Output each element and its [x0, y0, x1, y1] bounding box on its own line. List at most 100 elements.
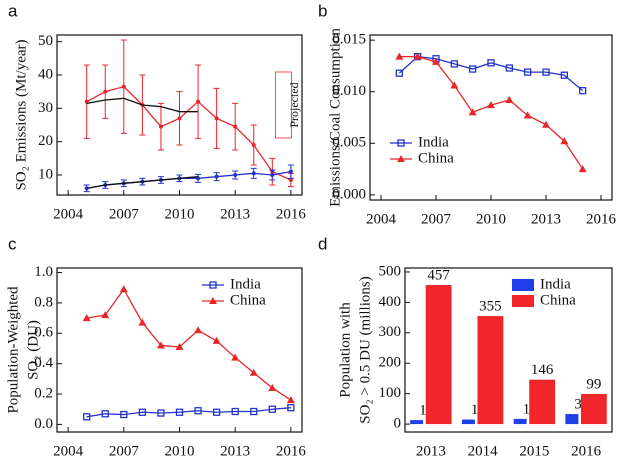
data-point	[251, 143, 256, 147]
y-axis-label: Emissions/Coal Consumption	[327, 28, 343, 207]
data-point	[286, 396, 295, 404]
y-tick-label: 0.2	[34, 385, 53, 401]
series-line	[398, 55, 584, 92]
x-tick-label: 2004	[53, 443, 84, 459]
x-tick-label: 2014	[468, 443, 499, 459]
bar	[565, 414, 579, 425]
data-point	[560, 71, 568, 79]
legend-swatch	[512, 295, 534, 307]
data-point	[119, 285, 128, 293]
plot-frame	[404, 267, 613, 433]
x-tick-label: 2013	[416, 443, 446, 459]
y-axis-label: SO₂ > 0.5 DU (millions)	[357, 276, 373, 423]
y-tick-label: 1.0	[34, 264, 53, 280]
x-tick-label: 2010	[476, 211, 506, 227]
data-point	[578, 165, 587, 173]
data-point	[156, 341, 165, 349]
data-point	[249, 368, 258, 376]
bar	[513, 418, 527, 425]
y-axis-label: Population-Weighted	[5, 286, 21, 414]
panel-label: b	[318, 1, 327, 20]
data-point	[158, 124, 163, 129]
data-point	[288, 169, 293, 174]
x-tick-label: 2016	[276, 443, 307, 459]
data-point	[579, 87, 587, 95]
data-point	[214, 174, 219, 179]
data-point	[524, 68, 532, 76]
data-point	[450, 60, 458, 68]
y-tick-label: 400	[379, 294, 402, 310]
data-point	[175, 342, 184, 350]
data-point	[83, 413, 91, 421]
legend-swatch	[512, 279, 534, 291]
data-point	[468, 108, 477, 116]
x-tick-label: 2007	[109, 443, 140, 459]
data-point	[432, 57, 440, 65]
y-tick-label: 500	[379, 263, 402, 279]
legend-label: India	[540, 276, 571, 292]
legend-label: China	[230, 292, 266, 308]
data-point	[138, 318, 147, 326]
x-tick-label: 2016	[586, 211, 617, 227]
annotation-box	[275, 71, 292, 139]
data-point	[101, 410, 109, 418]
x-tick-label: 2007	[109, 206, 140, 222]
x-tick-label: 2004	[366, 211, 397, 227]
y-tick-label: 0.0	[34, 416, 53, 432]
data-point	[413, 52, 422, 60]
panel-label: d	[318, 234, 327, 253]
data-point	[469, 65, 477, 73]
y-axis-label: SO₂ (DU)	[25, 320, 41, 380]
data-point	[542, 68, 550, 76]
data-point	[194, 407, 202, 415]
data-point	[194, 326, 203, 334]
data-point	[101, 311, 110, 319]
y-tick-label: 0.8	[34, 294, 53, 310]
data-point	[231, 407, 239, 416]
y-tick-label: 20	[38, 133, 53, 149]
series-line	[86, 171, 291, 189]
panel-label: c	[8, 234, 17, 253]
legend-label: India	[230, 276, 261, 292]
data-point	[231, 353, 240, 361]
y-axis-label: Population with	[337, 302, 353, 398]
legend-label: China	[540, 292, 576, 308]
data-point	[120, 410, 128, 419]
legend-marker	[397, 155, 405, 162]
data-point	[175, 408, 184, 416]
x-tick-label: 2016	[571, 443, 602, 459]
y-tick-label: 0.010	[332, 83, 366, 99]
series-line	[86, 176, 199, 189]
x-tick-label: 2013	[531, 211, 561, 227]
y-tick-label: 0.015	[332, 32, 366, 48]
data-point	[487, 101, 495, 109]
bar-value-label: 146	[531, 362, 554, 378]
x-tick-label: 2013	[220, 443, 250, 459]
data-point	[505, 95, 514, 103]
bar-value-label: 457	[427, 267, 450, 283]
data-point	[395, 69, 403, 77]
y-tick-label: 0.6	[34, 325, 53, 341]
data-point	[523, 111, 532, 119]
data-point	[138, 408, 147, 416]
y-tick-label: 0.4	[34, 355, 53, 371]
bar	[425, 285, 452, 425]
data-point	[560, 137, 569, 145]
data-point	[157, 409, 165, 417]
y-tick-label: 10	[38, 166, 53, 182]
data-point	[212, 336, 221, 344]
bar	[529, 379, 556, 425]
x-tick-label: 2004	[53, 206, 84, 222]
series-line	[86, 407, 291, 418]
bar	[477, 316, 504, 425]
data-point	[177, 116, 182, 121]
y-tick-label: 200	[379, 355, 402, 371]
y-tick-label: 0.000	[332, 186, 366, 202]
series-line	[86, 85, 292, 181]
data-point	[268, 383, 277, 391]
legend-label: India	[418, 134, 449, 150]
data-point	[196, 99, 201, 104]
data-point	[270, 173, 275, 177]
y-tick-label: 0	[394, 416, 402, 432]
